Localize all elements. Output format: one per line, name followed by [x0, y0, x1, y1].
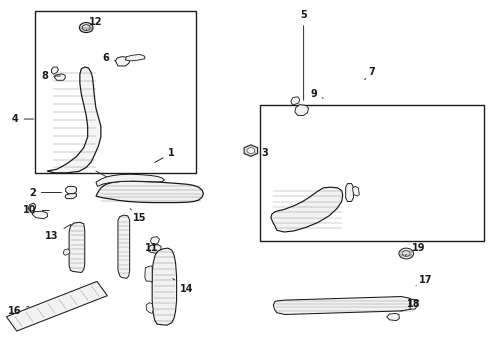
Circle shape	[82, 25, 90, 31]
Text: 17: 17	[416, 275, 433, 286]
Polygon shape	[47, 67, 101, 173]
Text: 2: 2	[29, 188, 61, 198]
Bar	[260, 105, 485, 241]
Text: 9: 9	[310, 89, 323, 99]
Polygon shape	[125, 54, 145, 61]
Circle shape	[247, 148, 255, 153]
Text: 15: 15	[130, 209, 147, 222]
Text: 8: 8	[41, 71, 60, 81]
Polygon shape	[65, 194, 76, 199]
Polygon shape	[116, 57, 130, 66]
Polygon shape	[152, 248, 176, 325]
Text: 16: 16	[8, 306, 29, 316]
Text: 14: 14	[173, 279, 193, 294]
Text: 1: 1	[155, 148, 175, 162]
Polygon shape	[273, 297, 414, 315]
Polygon shape	[66, 186, 76, 194]
Polygon shape	[28, 203, 36, 211]
Text: 7: 7	[365, 67, 375, 80]
Polygon shape	[147, 303, 153, 314]
Polygon shape	[291, 97, 300, 105]
Text: 12: 12	[86, 17, 103, 30]
Text: 6: 6	[102, 53, 115, 63]
Polygon shape	[352, 186, 359, 196]
Polygon shape	[96, 181, 203, 203]
Circle shape	[399, 248, 414, 259]
Polygon shape	[387, 314, 399, 320]
Polygon shape	[148, 244, 161, 253]
Polygon shape	[409, 299, 417, 309]
Text: 11: 11	[146, 243, 159, 253]
Circle shape	[402, 251, 410, 256]
Polygon shape	[63, 249, 70, 255]
Text: 5: 5	[300, 10, 307, 100]
Polygon shape	[295, 105, 309, 116]
Polygon shape	[145, 266, 152, 282]
Text: 10: 10	[23, 206, 49, 216]
Polygon shape	[345, 184, 353, 202]
Polygon shape	[51, 67, 58, 74]
Text: 18: 18	[401, 299, 420, 311]
Text: 4: 4	[12, 114, 34, 124]
Polygon shape	[69, 222, 85, 273]
Polygon shape	[118, 215, 130, 278]
Polygon shape	[32, 211, 48, 219]
Text: 19: 19	[405, 243, 425, 255]
Text: 3: 3	[256, 148, 268, 158]
Polygon shape	[150, 237, 159, 245]
Bar	[35, 12, 196, 173]
Text: 13: 13	[45, 224, 71, 240]
Polygon shape	[271, 187, 343, 232]
Polygon shape	[244, 145, 258, 156]
Polygon shape	[96, 174, 164, 186]
Circle shape	[79, 23, 93, 33]
Polygon shape	[54, 74, 65, 80]
Polygon shape	[6, 282, 107, 331]
